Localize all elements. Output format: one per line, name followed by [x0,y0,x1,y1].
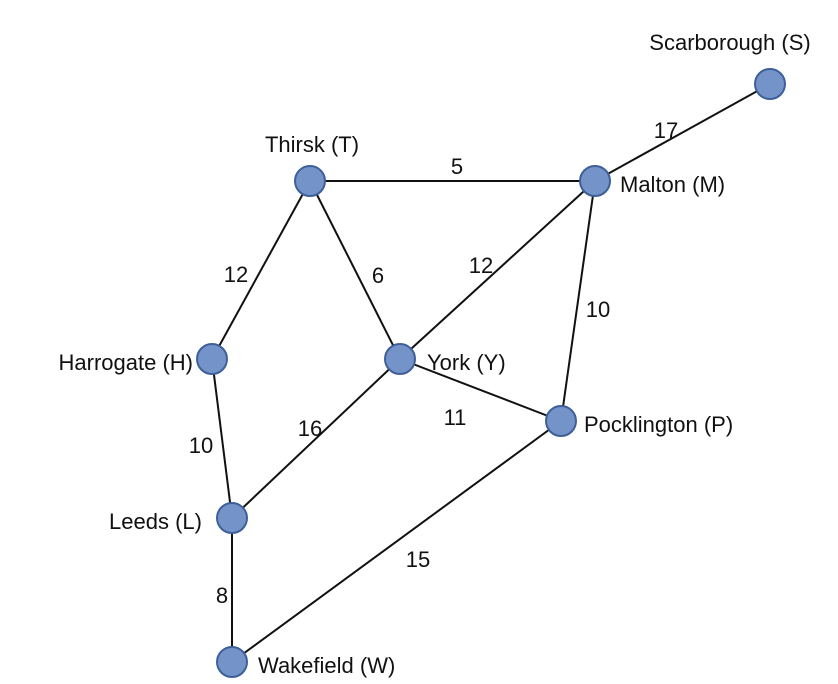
node-h [196,343,228,375]
node-label-h: Harrogate (H) [59,350,193,375]
edge-h-l [211,358,233,519]
node-y [384,343,416,375]
edge-weight-y-p: 11 [444,405,467,430]
edge-t-h [211,180,311,360]
node-p [545,405,577,437]
node-label-s: Scarborough (S) [649,30,810,55]
nodes-layer [196,68,786,678]
node-labels-layer: Scarborough (S) Thirsk (T) Malton (M) Harro… [59,30,811,678]
edge-weight-p-w: 15 [406,547,430,572]
node-l [216,502,248,534]
edge-y-m [399,180,596,360]
node-label-t: Thirsk (T) [265,132,359,157]
edge-y-p [399,358,562,422]
edge-weight-h-l: 10 [189,433,213,458]
node-label-l: Leeds (L) [109,509,202,534]
edge-p-w [231,420,562,663]
edge-m-p [560,180,596,422]
node-label-y: York (Y) [427,350,506,375]
edge-weight-m-p: 10 [586,297,610,322]
node-s [754,68,786,100]
edge-m-s [594,83,771,182]
node-m [579,165,611,197]
node-label-m: Malton (M) [620,172,725,197]
node-label-w: Wakefield (W) [258,653,395,678]
edge-weight-y-m: 12 [469,253,493,278]
edge-weight-t-m: 5 [451,154,463,179]
node-w [216,646,248,678]
edge-weight-t-y: 6 [372,263,384,288]
edge-t-y [309,180,401,360]
edge-weights-layer: 17 5 12 6 12 10 10 16 11 8 15 [189,118,678,608]
edge-weight-y-l: 16 [298,416,322,441]
edge-weight-t-h: 12 [224,262,248,287]
node-t [294,165,326,197]
edge-y-l [231,358,401,519]
edges-layer [211,83,771,663]
edge-weight-m-s: 17 [654,118,678,143]
edge-weight-l-w: 8 [216,583,228,608]
node-label-p: Pocklington (P) [584,412,733,437]
